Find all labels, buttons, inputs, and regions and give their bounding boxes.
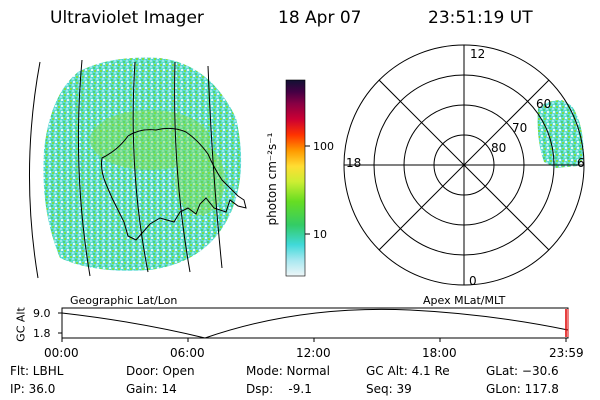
mlt-label-6: 6 <box>577 156 585 170</box>
altitude-tick-low: 1.8 <box>33 327 51 340</box>
mlat-label-70: 70 <box>512 121 528 135</box>
instrument-title: Ultraviolet Imager <box>50 8 204 28</box>
time-tick-0: 00:00 <box>44 346 79 360</box>
apex-panel-label: Apex MLat/MLT <box>423 294 506 307</box>
altitude-axis-label: GC Alt <box>14 307 28 342</box>
altitude-tick-high: 9.0 <box>33 307 51 320</box>
glon-readout: GLon: 117.8 <box>486 382 559 396</box>
colorbar-tick-100: 100 <box>313 140 334 153</box>
filter-readout: Flt: LBHL <box>10 364 64 378</box>
door-readout: Door: Open <box>126 364 195 378</box>
time-tick-4: 23:59 <box>549 346 584 360</box>
mlat-label-80: 80 <box>491 141 507 155</box>
mlt-label-0: 0 <box>469 274 477 288</box>
colorbar-tick-10: 10 <box>313 228 327 241</box>
dsp-readout: Dsp: -9.1 <box>246 382 312 396</box>
mlt-label-18: 18 <box>346 156 362 170</box>
time-tick-2: 12:00 <box>296 346 331 360</box>
mode-readout: Mode: Normal <box>246 364 330 378</box>
time-tick-1: 06:00 <box>170 346 205 360</box>
time-tick-3: 18:00 <box>422 346 457 360</box>
time-label: 23:51:19 UT <box>428 8 533 28</box>
gc-alt-readout: GC Alt: 4.1 Re <box>366 364 450 378</box>
ip-readout: IP: 36.0 <box>10 382 56 396</box>
mlt-label-12: 12 <box>470 47 486 61</box>
mlat-label-60: 60 <box>536 97 552 111</box>
geographic-panel-label: Geographic Lat/Lon <box>70 294 178 307</box>
seq-readout: Seq: 39 <box>366 382 412 396</box>
date-label: 18 Apr 07 <box>278 8 362 28</box>
glat-readout: GLat: −30.6 <box>486 364 559 378</box>
gain-readout: Gain: 14 <box>126 382 177 396</box>
